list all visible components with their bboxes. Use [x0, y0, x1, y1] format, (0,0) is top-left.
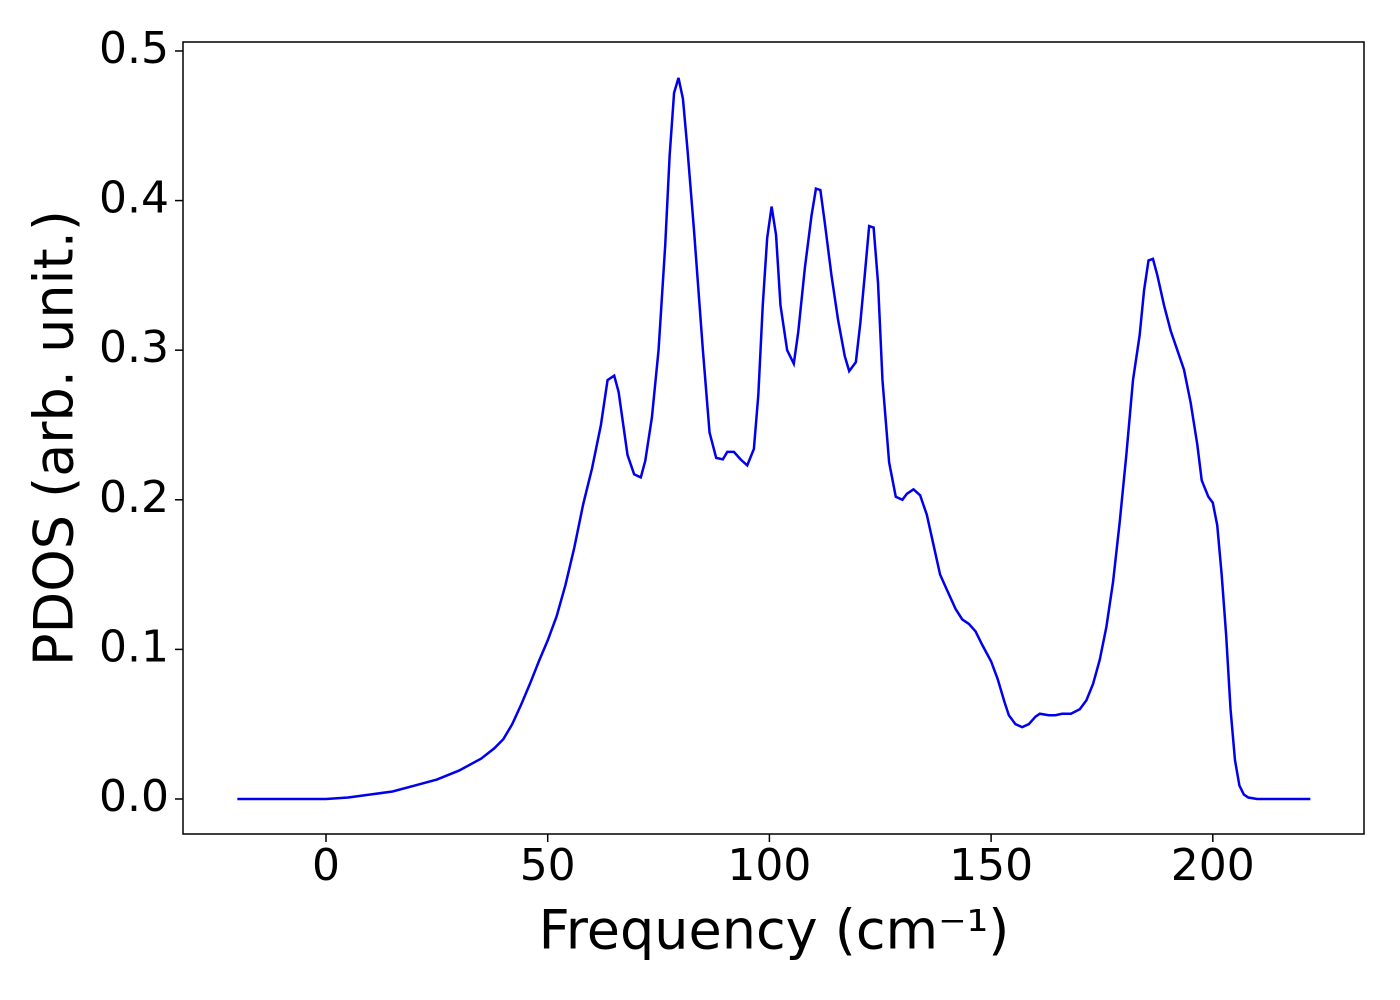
x-axis-label: Frequency (cm⁻¹)	[539, 899, 1010, 962]
y-tick-label: 0.4	[99, 173, 169, 224]
y-axis-label: PDOS (arb. unit.)	[23, 210, 86, 666]
x-tick-label: 50	[520, 840, 576, 891]
y-tick-label: 0.3	[99, 322, 169, 373]
data-line	[237, 77, 1311, 801]
y-tick-label: 0.0	[99, 771, 169, 822]
x-tick-label: 100	[727, 840, 811, 891]
x-tick-label: 0	[312, 840, 340, 891]
y-tick-label: 0.5	[99, 23, 169, 74]
plot-frame	[182, 41, 1365, 835]
x-tick-label: 150	[949, 840, 1033, 891]
y-tick-label: 0.2	[99, 472, 169, 523]
y-tick-label: 0.1	[99, 621, 169, 672]
x-tick-label: 200	[1171, 840, 1255, 891]
